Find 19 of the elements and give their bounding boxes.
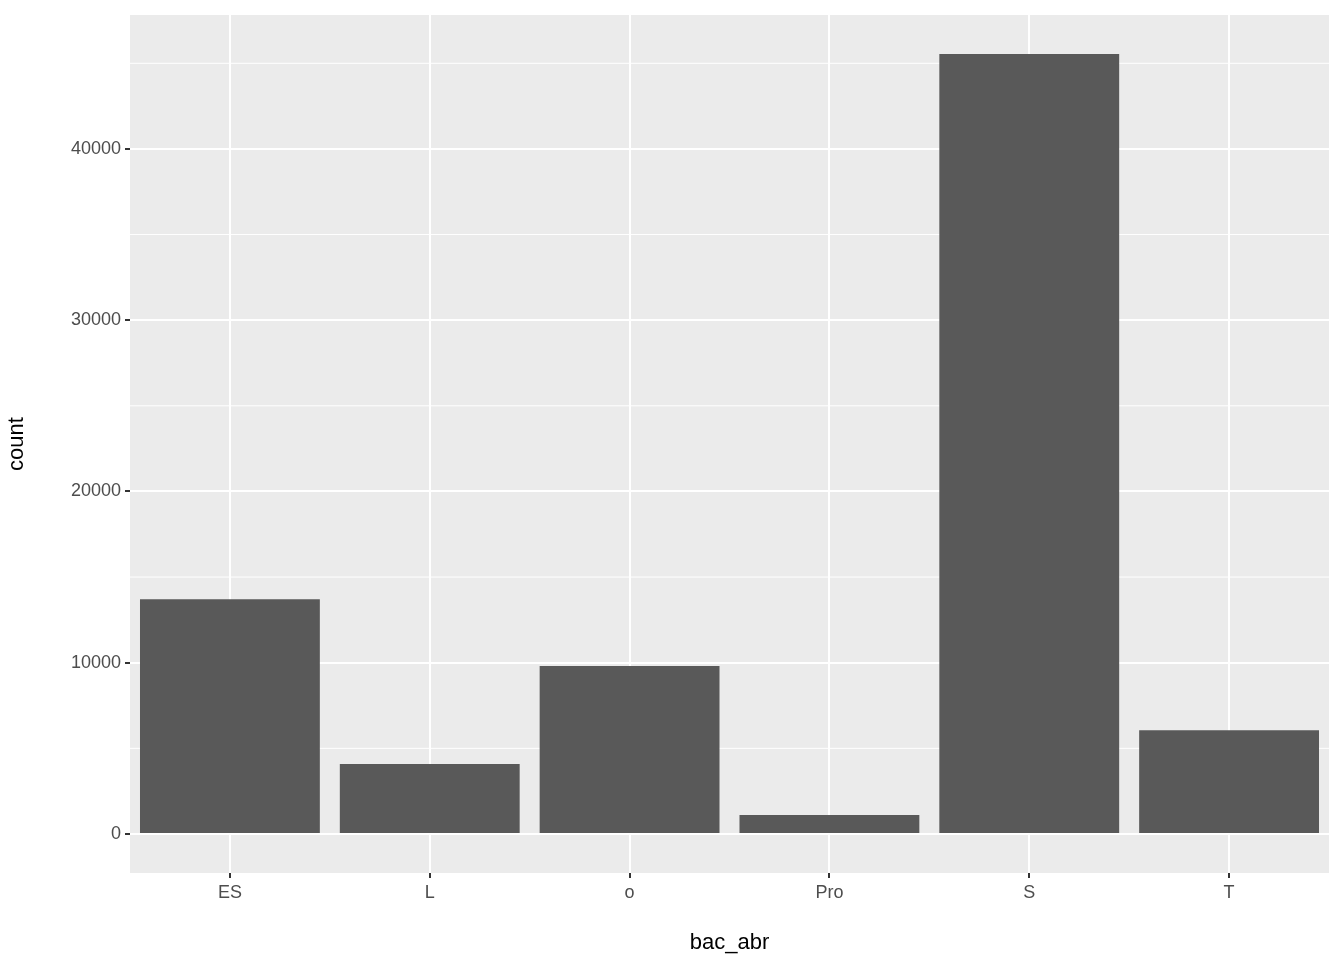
y-tick-label: 40000 xyxy=(70,137,121,158)
x-tick-label: S xyxy=(1023,881,1036,902)
y-axis-title: count xyxy=(3,417,29,471)
y-tick-label: 10000 xyxy=(70,651,121,672)
x-axis-title: bac_abr xyxy=(689,928,770,954)
x-tick-label: L xyxy=(424,881,435,902)
bar xyxy=(539,666,720,833)
bar xyxy=(1139,730,1320,833)
bar xyxy=(139,599,320,833)
bar xyxy=(739,814,920,833)
x-tick-label: Pro xyxy=(815,881,844,902)
y-tick-label: 0 xyxy=(110,822,121,843)
y-tick-label: 20000 xyxy=(70,480,121,501)
y-tick-label: 30000 xyxy=(70,309,121,330)
bar xyxy=(339,764,520,833)
x-tick-label: o xyxy=(624,881,635,902)
x-tick-label: ES xyxy=(217,881,242,902)
x-tick-label: T xyxy=(1223,881,1235,902)
bar xyxy=(939,54,1120,833)
